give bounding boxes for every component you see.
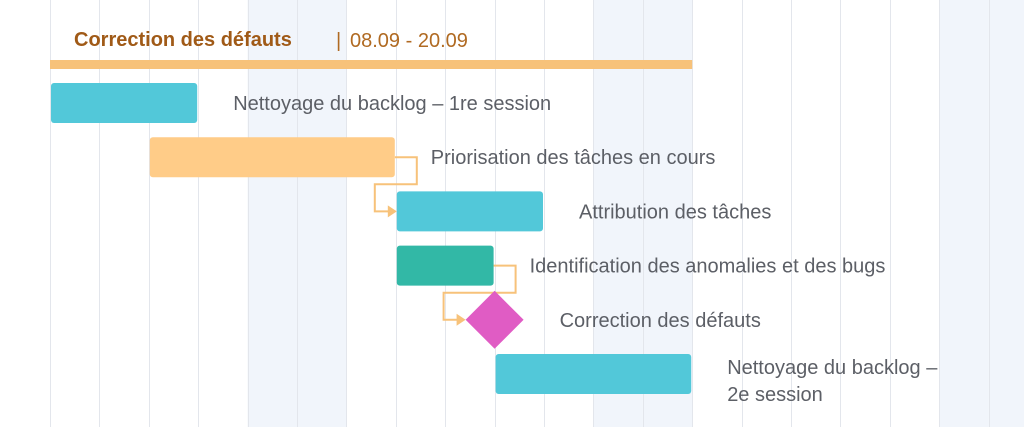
dependency-connector (373, 156, 418, 213)
task-bar[interactable] (51, 83, 198, 123)
task-bar[interactable] (396, 191, 543, 232)
weekend-column (988, 0, 1024, 427)
dependency-arrowhead (387, 205, 397, 218)
task-row[interactable]: Attribution des tâches (396, 191, 772, 232)
weekend-column (939, 0, 989, 427)
group-summary: Correction des défauts | 08.09 - 20.09 (50, 29, 693, 69)
task-row[interactable]: Nettoyage du backlog – 1re session (51, 83, 551, 123)
task-row[interactable]: Identification des anomalies et des bugs (396, 245, 886, 286)
dependency-arrowhead (456, 313, 466, 326)
group-title-separator: | (336, 30, 341, 52)
task-layer: Nettoyage du backlog – 1re session Priori… (51, 83, 938, 406)
dependency-connector (442, 264, 517, 321)
task-row[interactable]: Nettoyage du backlog – 2e session (495, 354, 939, 406)
task-bar[interactable] (396, 245, 494, 286)
task-label: Nettoyage du backlog – 1re session (233, 93, 551, 115)
milestone-marker[interactable] (465, 290, 524, 349)
task-label: Priorisation des tâches en cours (431, 147, 716, 169)
task-bar[interactable] (495, 354, 692, 394)
group-dates: 08.09 - 20.09 (350, 30, 468, 52)
task-bar[interactable] (149, 137, 395, 178)
task-label: Attribution des tâches (579, 201, 771, 223)
task-label: Identification des anomalies et des bugs (530, 256, 886, 278)
weekend-column (297, 0, 347, 427)
weekend-column (247, 0, 297, 427)
task-label: Correction des défauts (560, 310, 761, 332)
task-row[interactable]: Priorisation des tâches en cours (149, 137, 716, 178)
task-label: Nettoyage du backlog – (727, 357, 938, 379)
group-title: Correction des défauts (74, 29, 292, 51)
grid-background (50, 0, 1024, 427)
dependency-layer (373, 156, 517, 326)
group-summary-bar (50, 60, 693, 69)
task-label: 2e session (727, 384, 823, 406)
task-row[interactable]: Correction des défauts (465, 290, 761, 349)
